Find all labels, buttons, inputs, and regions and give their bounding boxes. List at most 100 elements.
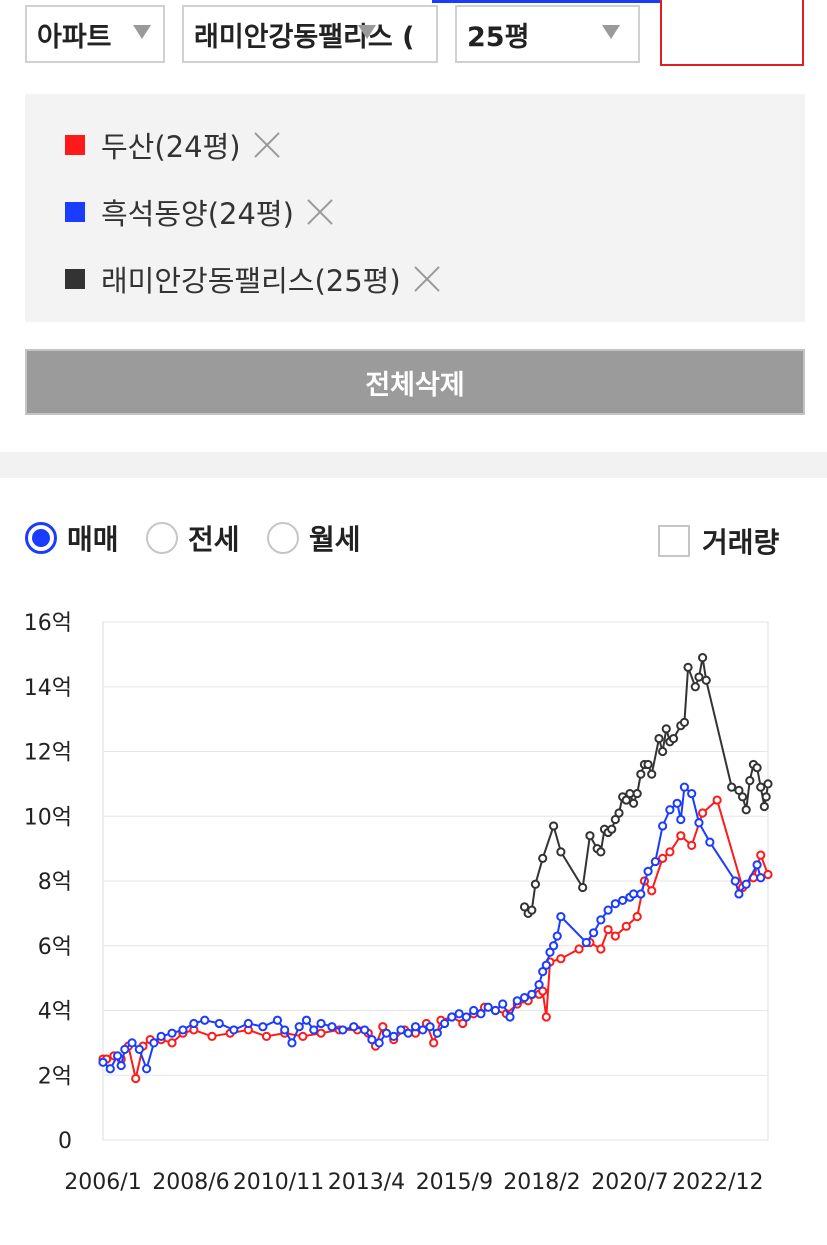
x-tick-label: 2015/9 [416,1170,493,1195]
data-point [552,931,562,941]
data-point [498,999,508,1009]
data-point [661,724,671,734]
data-point [476,1009,486,1019]
data-point [621,795,631,805]
filter-bar: 아파트 래미안강동팰리스 ( 25평 [0,0,827,80]
property-type-value: 아파트 [37,21,112,53]
chevron-down-icon [602,25,620,39]
close-icon[interactable] [253,131,281,159]
y-tick-label: 12억 [24,741,72,766]
data-point [556,847,566,857]
radio-label: 월세 [309,523,361,556]
chevron-down-icon [133,25,151,39]
series-color-swatch [65,135,85,155]
data-point [676,814,686,825]
data-point [756,873,766,883]
compare-item: 래미안강동팰리스(25평) [65,259,441,299]
data-point [538,986,548,996]
data-point [607,824,617,834]
data-point [741,879,751,889]
data-point [734,889,744,899]
data-point [527,989,537,999]
data-point [418,1025,428,1035]
data-point [447,1012,457,1022]
data-point [490,1005,501,1016]
x-tick-label: 2020/7 [591,1170,668,1195]
compare-list: 두산(24평) 흑석동양(24평) 래미안강동팰리스(25평) [25,94,805,322]
data-point [618,895,628,906]
size-value: 25평 [467,21,530,53]
compare-item-label: 두산(24평) [101,130,241,164]
compare-item-label: 래미안강동팰리스(25평) [101,264,401,298]
complex-select[interactable]: 래미안강동팰리스 ( [182,5,438,63]
data-point [683,662,693,672]
data-point [610,899,620,909]
data-point [596,847,606,857]
data-point [142,1064,152,1074]
data-point [730,876,740,886]
y-tick-label: 14억 [24,676,72,701]
data-point [429,1038,439,1048]
data-point [287,1038,297,1048]
data-point [298,1031,308,1041]
data-point [759,801,769,812]
data-point [741,805,751,815]
data-point [505,1012,515,1022]
add-compare-button[interactable] [660,0,804,66]
data-point [98,1057,108,1067]
data-point [534,980,544,990]
data-point [658,821,668,831]
data-point [541,960,551,970]
data-point [603,924,613,935]
data-point [574,944,584,954]
data-point [538,853,548,863]
data-point [701,675,711,685]
data-point [541,1012,551,1022]
data-point [461,1012,471,1022]
delete-all-button[interactable]: 전체삭제 [25,349,805,415]
data-point [756,782,766,792]
data-point [621,921,631,931]
radio-jeonse[interactable]: 전세 [146,520,240,556]
data-point [556,912,566,922]
data-point [389,1031,399,1041]
radio-sale[interactable]: 매매 [25,520,119,556]
data-point [381,1028,392,1038]
data-point [658,746,668,757]
y-tick-label: 10억 [24,805,72,830]
data-point [737,792,748,802]
complex-value: 래미안강동팰리스 ( [194,21,415,53]
property-type-select[interactable]: 아파트 [25,5,165,63]
close-icon[interactable] [306,198,334,226]
radio-monthly-rent[interactable]: 월세 [267,520,361,556]
data-point [556,954,566,964]
data-point [367,1035,377,1045]
data-point [327,1022,337,1032]
data-point [178,1025,188,1035]
series-color-swatch [65,269,85,289]
data-point [625,788,635,799]
data-point [439,1018,450,1029]
data-point [647,769,657,779]
data-point [530,879,541,889]
data-point [378,1022,388,1032]
data-point [338,1025,348,1035]
data-point [761,792,771,802]
data-point [261,1031,272,1041]
data-point [596,944,606,954]
data-point [647,886,657,896]
data-point [301,1015,312,1025]
volume-checkbox[interactable]: 거래량 [658,521,779,561]
section-divider [0,452,827,478]
data-point [643,866,653,876]
data-point [694,818,704,828]
data-point [538,967,548,977]
data-point [189,1018,199,1029]
data-point [458,1018,468,1029]
compare-item: 흑석동양(24평) [65,192,334,232]
data-point [665,847,675,857]
data-point [549,821,559,831]
size-select[interactable]: 25평 [455,5,640,63]
compare-item-label: 흑석동양(24평) [101,197,294,231]
close-icon[interactable] [413,265,441,293]
